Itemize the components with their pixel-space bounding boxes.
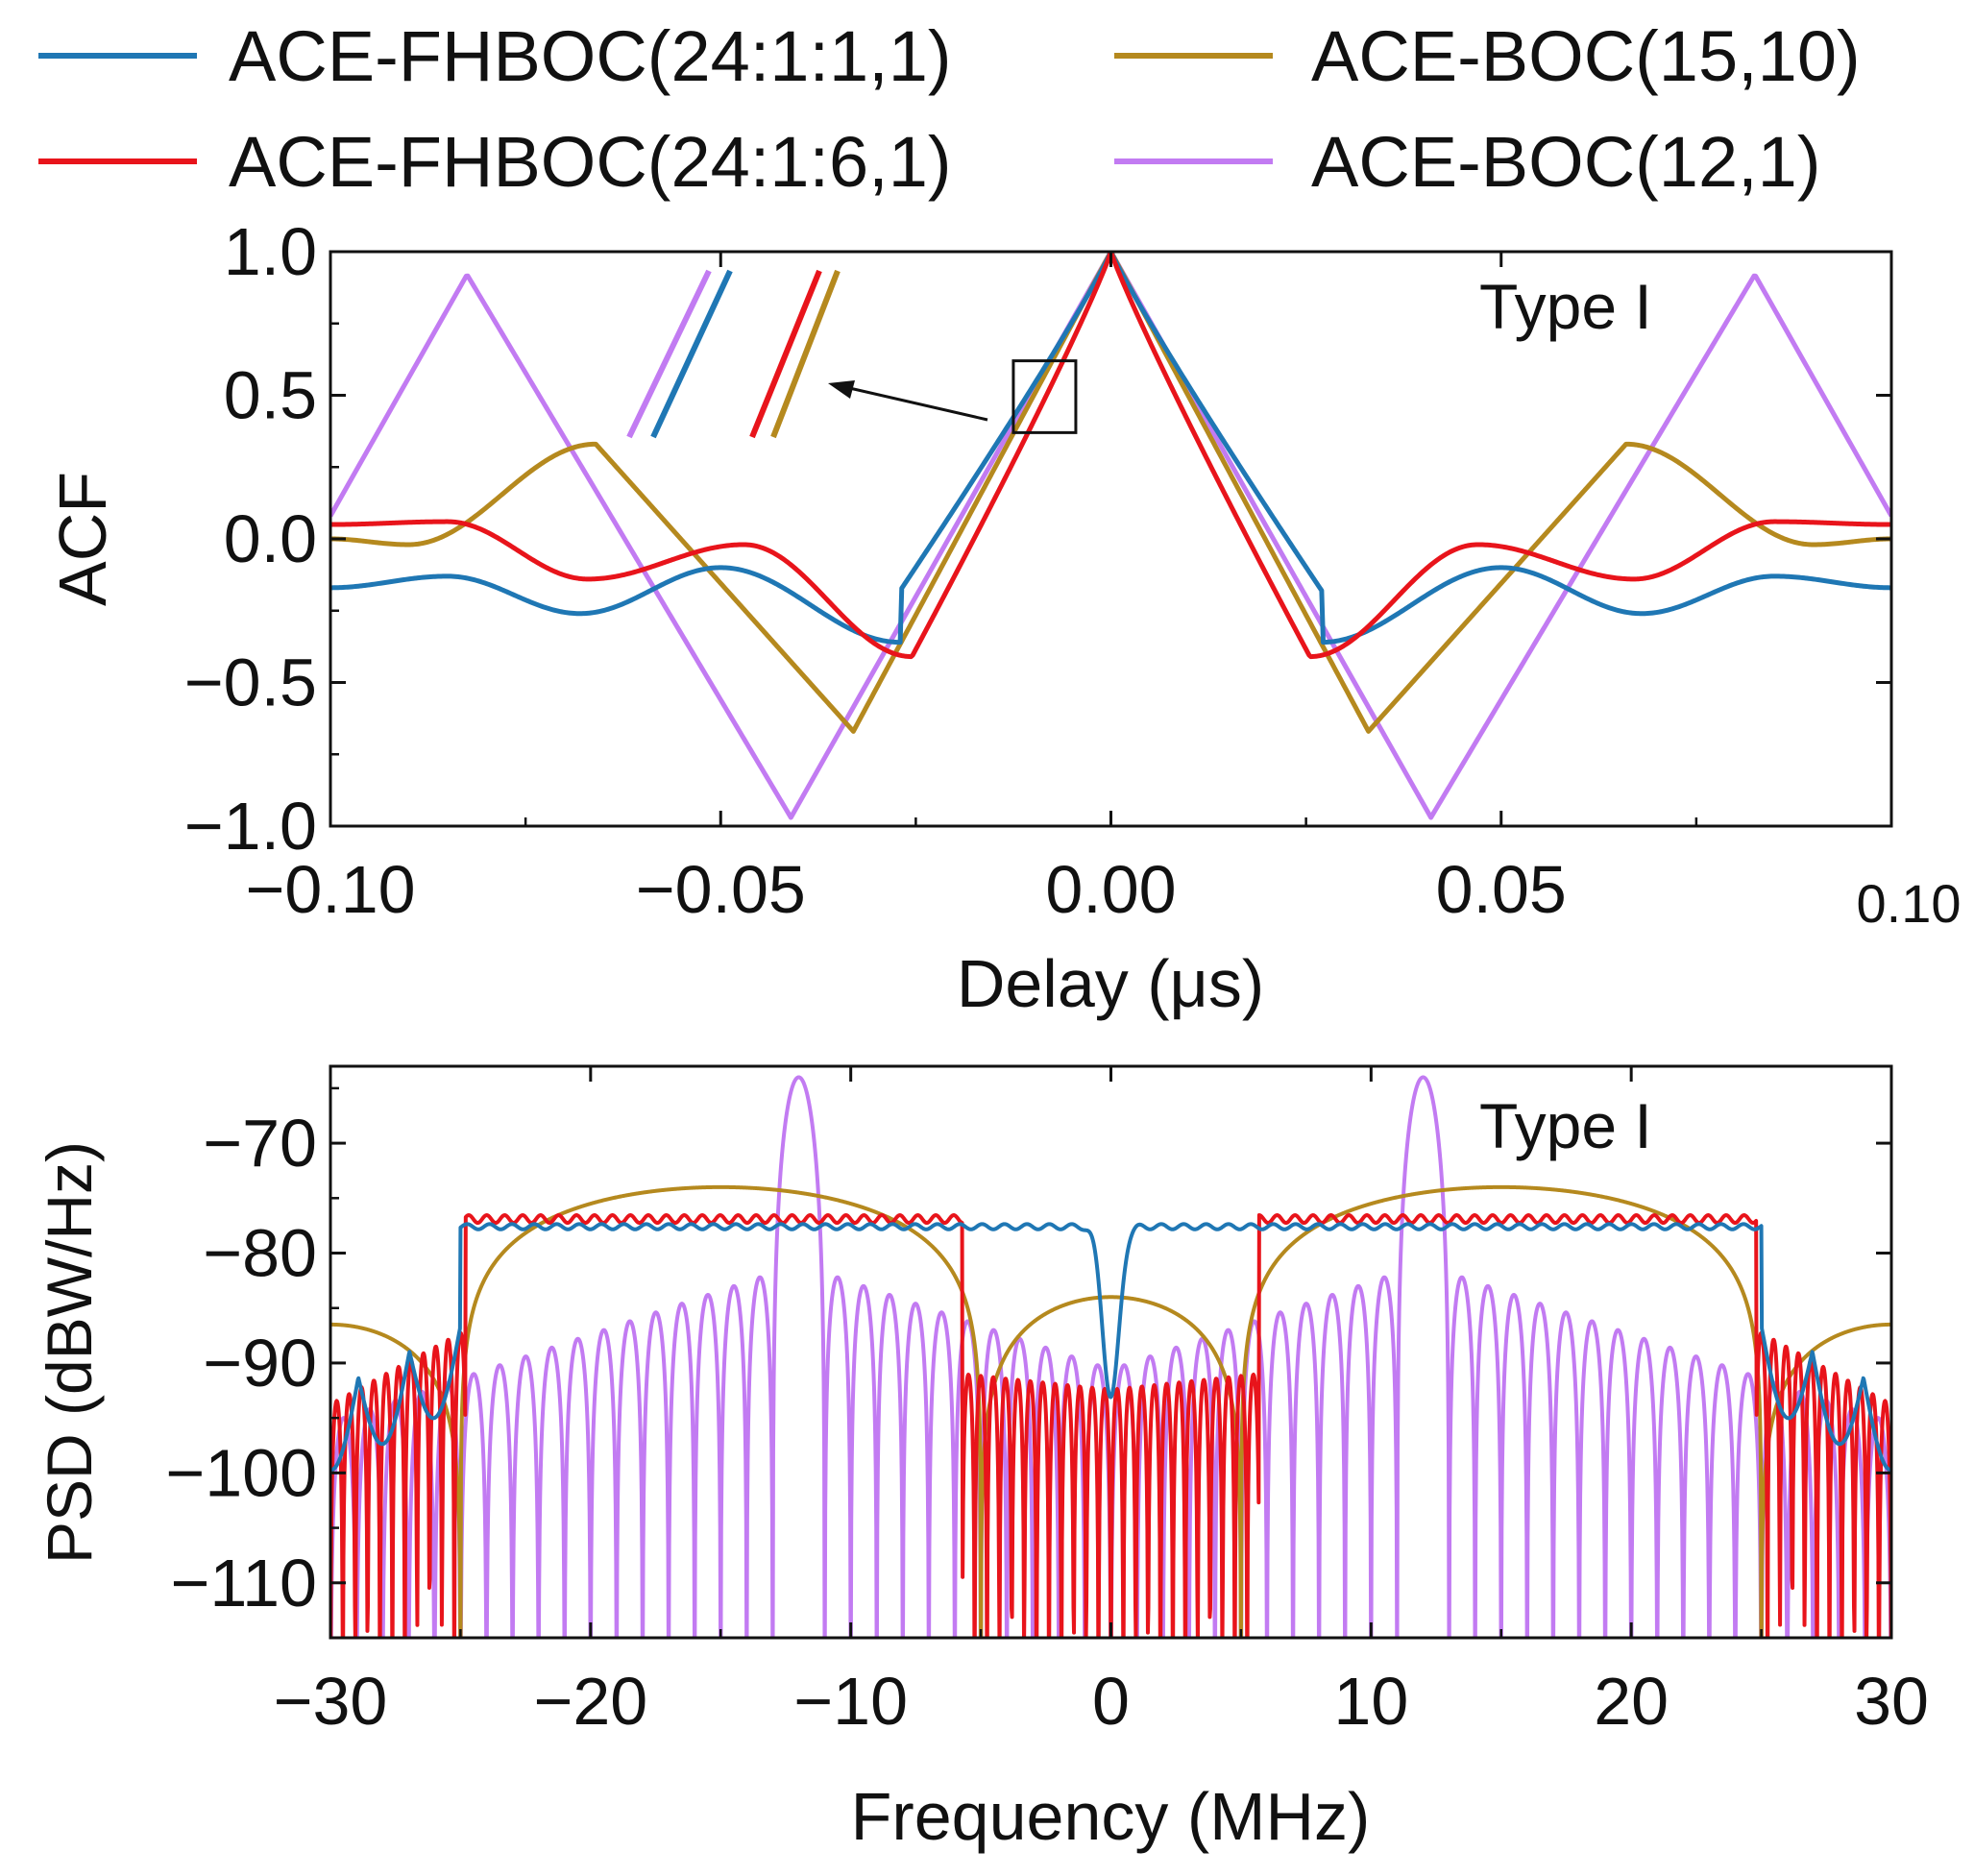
- psd-ticks: −30 −20 −10 0 10 20 30−70−80−90−100−110: [165, 1066, 1929, 1739]
- acf-zoom-box: [1011, 359, 1078, 434]
- acf-ticks: −0.10 −0.05 0.00 0.05 0.10 1.0 0.5 0.0 −0.5 −1.0: [184, 214, 1962, 934]
- psd-series-group: [330, 1075, 1891, 1638]
- legend-label-violet: ACE-BOC(12,1): [1311, 122, 1820, 202]
- acf-x-axis-label: Delay (μs): [957, 946, 1264, 1021]
- psd-x-tick-label: 10: [1333, 1664, 1408, 1739]
- legend: ACE-FHBOC(24:1:1,1) ACE-BOC(15,10) ACE-F…: [38, 16, 1861, 202]
- psd-x-tick-label: 0: [1092, 1664, 1130, 1739]
- acf-annotation-type-i: Type I: [1479, 271, 1652, 342]
- acf-chart: −0.10 −0.05 0.00 0.05 0.101.00.50.0−0.5−1.0 …: [45, 214, 1962, 1021]
- acf-x-tick-label: −0.05: [636, 852, 806, 927]
- acf-y-axis-label: ACF: [45, 472, 120, 606]
- acf-series-group: [330, 252, 1891, 820]
- acf-y-tick-label: 1.0: [224, 214, 317, 289]
- acf-line-violet: [330, 252, 1891, 820]
- psd-y-tick-label: −110: [171, 1546, 317, 1620]
- legend-label-red: ACE-FHBOC(24:1:6,1): [229, 122, 952, 202]
- psd-y-tick-label: −80: [203, 1216, 317, 1291]
- psd-y-tick-label: −70: [203, 1106, 317, 1181]
- psd-x-tick-label: −30: [274, 1664, 388, 1739]
- acf-zoom-inset-violet: [626, 269, 712, 439]
- psd-x-tick-label: 30: [1854, 1664, 1929, 1739]
- psd-y-tick-label: −90: [203, 1326, 317, 1401]
- legend-entry-blue: ACE-FHBOC(24:1:1,1): [38, 16, 952, 96]
- acf-zoom-inset-red: [749, 269, 822, 439]
- acf-zoom-arrow-head: [828, 380, 855, 399]
- psd-y-axis-label: PSD (dBW/Hz): [34, 1141, 105, 1564]
- acf-zoom-inset-gold: [770, 269, 841, 439]
- psd-y-tick-label: −100: [165, 1435, 317, 1510]
- psd-line-red: [330, 1213, 1891, 1638]
- psd-x-tick-label: −10: [793, 1664, 908, 1739]
- legend-label-blue: ACE-FHBOC(24:1:1,1): [229, 16, 952, 96]
- acf-line-gold: [330, 252, 1891, 734]
- acf-line-blue: [330, 252, 1891, 646]
- legend-entry-violet: ACE-BOC(12,1): [1114, 122, 1820, 202]
- psd-annotation-type-i: Type I: [1479, 1090, 1652, 1161]
- acf-y-tick-label: −0.5: [184, 646, 317, 720]
- acf-zoom-group: [626, 269, 1078, 439]
- acf-line-red: [330, 252, 1891, 660]
- legend-label-gold: ACE-BOC(15,10): [1311, 16, 1861, 96]
- acf-y-tick-label: 0.0: [224, 501, 317, 576]
- acf-zoom-arrow-shaft: [844, 385, 988, 422]
- psd-line-gold: [330, 1184, 1891, 1638]
- psd-line-blue: [330, 1222, 1891, 1473]
- acf-y-tick-label: −1.0: [184, 789, 317, 864]
- psd-chart: −30 −20 −10 0 10 20 30−70−80−90−100−110 Type I…: [34, 1064, 1929, 1854]
- psd-x-axis-label: Frequency (MHz): [851, 1779, 1371, 1854]
- legend-entry-red: ACE-FHBOC(24:1:6,1): [38, 122, 952, 202]
- acf-x-tick-label: 0.00: [1045, 852, 1176, 927]
- acf-x-tick-label: 0.10: [1857, 873, 1962, 934]
- acf-plot-frame: [329, 250, 1893, 828]
- acf-x-tick-label: −0.10: [245, 852, 415, 927]
- acf-x-tick-label: 0.05: [1436, 852, 1567, 927]
- legend-entry-gold: ACE-BOC(15,10): [1114, 16, 1861, 96]
- acf-zoom-inset-blue: [650, 269, 733, 439]
- psd-x-tick-label: −20: [533, 1664, 647, 1739]
- psd-x-tick-label: 20: [1594, 1664, 1669, 1739]
- acf-y-tick-label: 0.5: [224, 358, 317, 433]
